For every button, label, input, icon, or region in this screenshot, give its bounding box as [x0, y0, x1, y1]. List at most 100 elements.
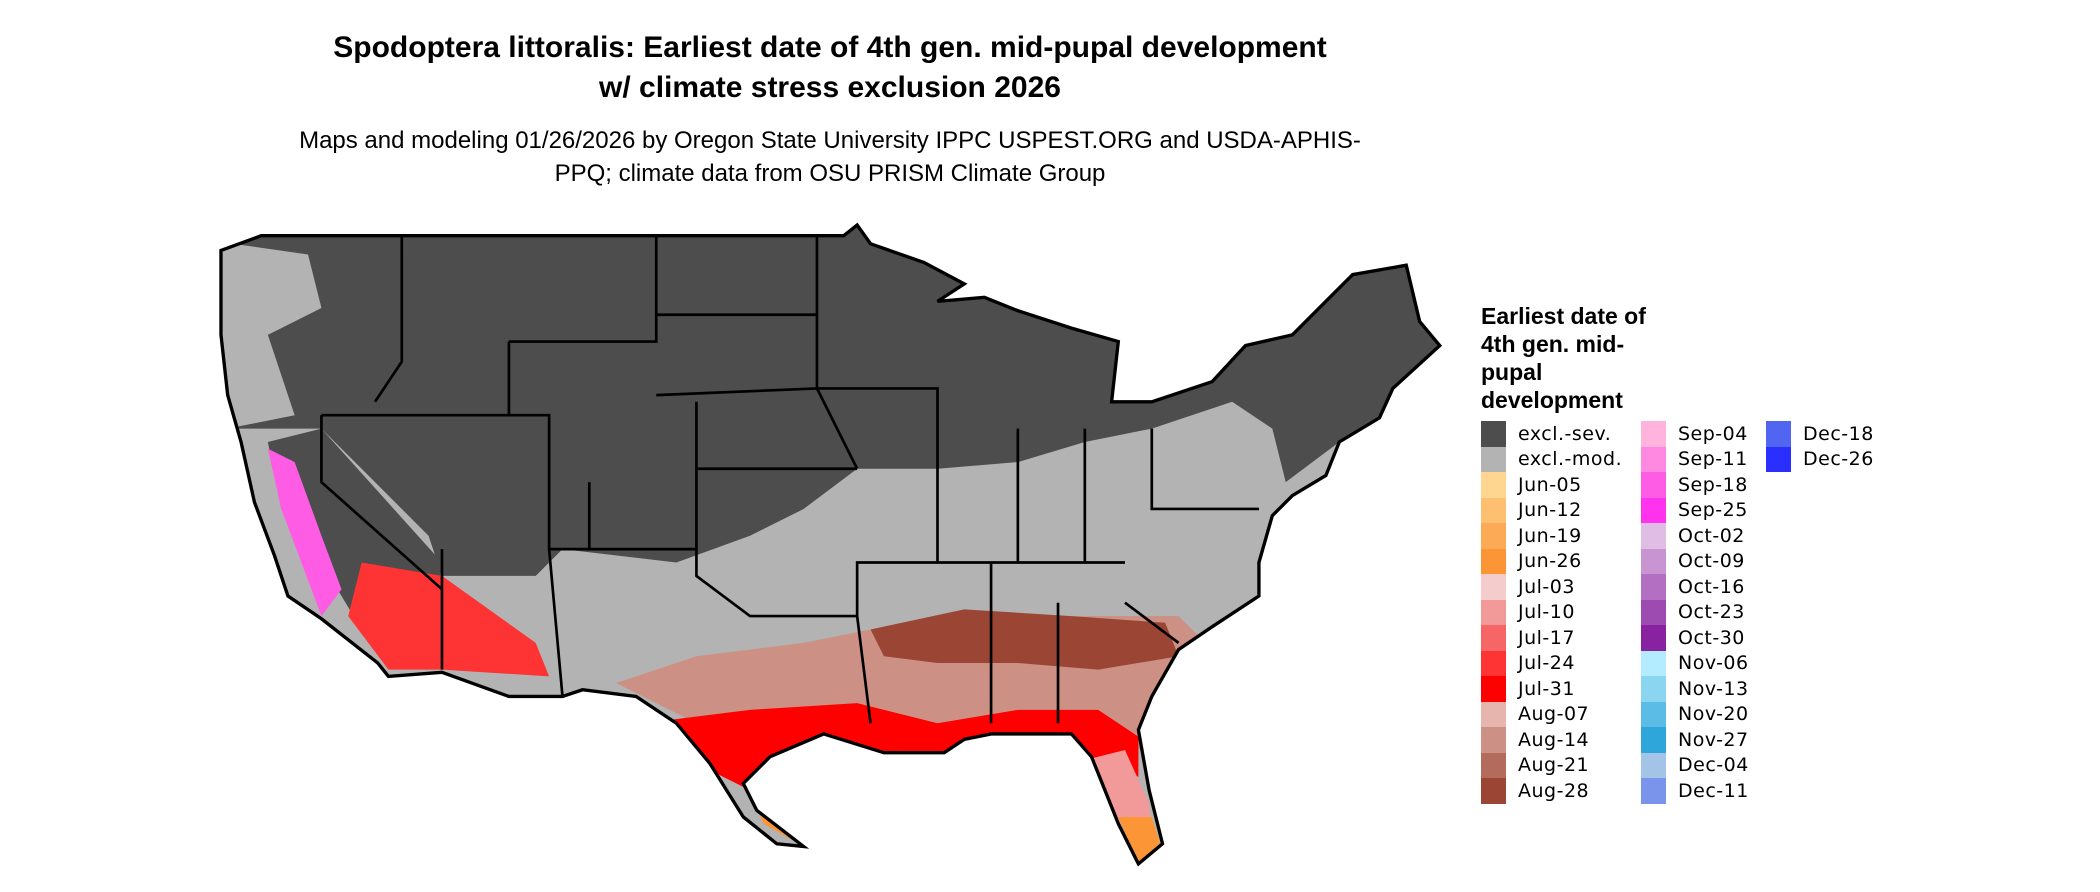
legend-label: excl.-mod.	[1518, 448, 1623, 471]
state-borders	[320, 235, 1259, 724]
legend-swatch	[1641, 752, 1666, 778]
legend-item: Aug-28	[1481, 778, 1622, 804]
legend-label: Jul-24	[1518, 652, 1575, 675]
legend-item: Sep-25	[1641, 497, 1749, 523]
legend-item: Dec-26	[1766, 446, 1874, 472]
legend-swatch	[1481, 472, 1506, 498]
legend-column: Dec-18 Dec-26	[1766, 421, 1874, 472]
legend-item: Aug-21	[1481, 752, 1622, 778]
legend-label: Nov-20	[1678, 703, 1749, 726]
legend-item: Oct-09	[1641, 548, 1749, 574]
legend-item: Jun-19	[1481, 523, 1622, 549]
legend-item: Oct-02	[1641, 523, 1749, 549]
legend-item: Nov-20	[1641, 701, 1749, 727]
legend-label: Jul-17	[1518, 626, 1575, 649]
legend-swatch	[1481, 650, 1506, 676]
legend-item: Jun-05	[1481, 472, 1622, 498]
legend-swatch	[1481, 446, 1506, 472]
legend-label: Jun-26	[1518, 550, 1582, 573]
legend-swatch	[1766, 446, 1791, 472]
legend-swatch	[1641, 497, 1666, 523]
legend-swatch	[1641, 523, 1666, 549]
legend-item: Aug-14	[1481, 727, 1622, 753]
legend-label: Aug-14	[1518, 728, 1590, 751]
legend-label: Jul-10	[1518, 601, 1575, 624]
legend-label: Oct-30	[1678, 626, 1745, 649]
map-title: Spodoptera littoralis: Earliest date of …	[333, 31, 1327, 104]
legend-swatch	[1481, 523, 1506, 549]
legend-swatch	[1481, 727, 1506, 753]
legend-item: Jul-17	[1481, 625, 1622, 651]
legend-item: Oct-23	[1641, 599, 1749, 625]
legend-label: Jul-31	[1518, 677, 1575, 700]
legend-swatch	[1641, 727, 1666, 753]
legend-item: Jun-26	[1481, 548, 1622, 574]
legend-swatch	[1641, 599, 1666, 625]
legend-swatch	[1481, 574, 1506, 600]
legend-item: Oct-30	[1641, 625, 1749, 651]
region-aug28	[870, 609, 1179, 670]
region-july-southwest	[348, 562, 550, 677]
legend-swatch	[1641, 574, 1666, 600]
legend-item: excl.-sev.	[1481, 421, 1622, 447]
legend-swatch	[1481, 778, 1506, 804]
legend-swatch	[1481, 752, 1506, 778]
legend-item: Sep-18	[1641, 472, 1749, 498]
legend-swatch	[1766, 421, 1791, 447]
legend-swatch	[1641, 778, 1666, 804]
legend-swatch	[1481, 548, 1506, 574]
legend-swatch	[1641, 421, 1666, 447]
legend-item: Jul-10	[1481, 599, 1622, 625]
map-subtitle: Maps and modeling 01/26/2026 by Oregon S…	[299, 127, 1361, 187]
legend-label: Dec-26	[1803, 448, 1874, 471]
legend-swatch	[1641, 472, 1666, 498]
legend-swatch	[1641, 650, 1666, 676]
region-sep-california	[267, 448, 342, 617]
legend-item: Jul-24	[1481, 650, 1622, 676]
legend-swatch	[1481, 676, 1506, 702]
legend-swatch	[1641, 676, 1666, 702]
legend-label: Dec-11	[1678, 779, 1749, 802]
legend-column: Sep-04 Sep-11 Sep-18 Sep-25 Oct-02 Oct-09 Oct-…	[1641, 421, 1749, 804]
legend-swatch	[1641, 446, 1666, 472]
legend-item: Jul-03	[1481, 574, 1622, 600]
legend-label: Jun-05	[1518, 473, 1582, 496]
legend-swatch	[1481, 701, 1506, 727]
legend-swatch	[1481, 497, 1506, 523]
legend-swatch	[1481, 625, 1506, 651]
legend-label: Nov-27	[1678, 728, 1749, 751]
legend-item: Dec-04	[1641, 752, 1749, 778]
legend-swatch	[1481, 599, 1506, 625]
legend-label: Sep-04	[1678, 422, 1748, 445]
legend-title: Earliest date of 4th gen. mid-pupal deve…	[1481, 302, 1651, 414]
legend-label: Oct-23	[1678, 601, 1745, 624]
legend-label: Aug-07	[1518, 703, 1590, 726]
legend-label: Oct-02	[1678, 524, 1745, 547]
legend-label: Sep-25	[1678, 499, 1748, 522]
legend-label: Oct-09	[1678, 550, 1745, 573]
legend-item: Aug-07	[1481, 701, 1622, 727]
legend-label: Jun-19	[1518, 524, 1582, 547]
legend-swatch	[1641, 548, 1666, 574]
legend-item: Oct-16	[1641, 574, 1749, 600]
legend-label: Oct-16	[1678, 575, 1745, 598]
legend-label: Nov-13	[1678, 677, 1749, 700]
legend-label: Sep-11	[1678, 448, 1748, 471]
legend-label: Jul-03	[1518, 575, 1575, 598]
legend-label: Nov-06	[1678, 652, 1749, 675]
legend-title-text: Earliest date of 4th gen. mid-pupal deve…	[1481, 303, 1646, 413]
legend-item: excl.-mod.	[1481, 446, 1623, 472]
legend-item: Jul-31	[1481, 676, 1622, 702]
legend-label: Dec-04	[1678, 754, 1749, 777]
legend-label: Aug-21	[1518, 754, 1590, 777]
legend-swatch	[1641, 701, 1666, 727]
legend-item: Dec-11	[1641, 778, 1749, 804]
legend-column: excl.-sev. excl.-mod. Jun-05 Jun-12 Jun-19 Ju…	[1481, 421, 1622, 804]
legend-label: Dec-18	[1803, 422, 1874, 445]
legend-label: excl.-sev.	[1518, 422, 1612, 445]
legend-item: Nov-06	[1641, 650, 1749, 676]
legend-swatch	[1481, 421, 1506, 447]
legend-item: Nov-27	[1641, 727, 1749, 753]
legend-swatch	[1641, 625, 1666, 651]
